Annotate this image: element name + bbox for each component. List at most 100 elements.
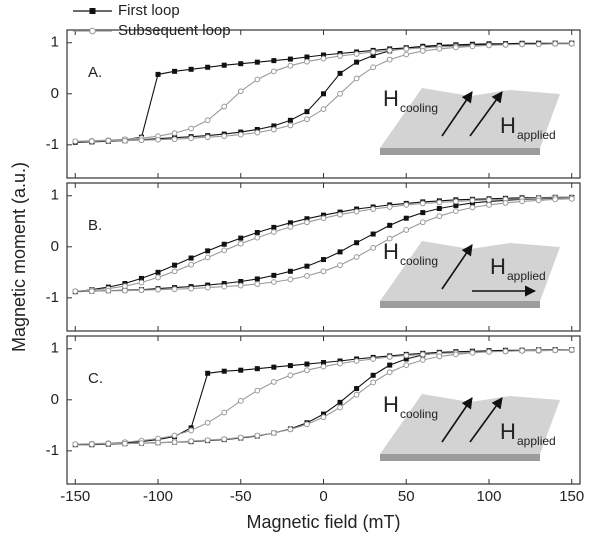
point	[188, 427, 195, 434]
point	[452, 208, 459, 214]
point	[486, 202, 492, 208]
x-tick-label: -100	[143, 488, 173, 505]
point	[138, 440, 145, 447]
point	[469, 197, 476, 204]
point	[403, 362, 410, 368]
point	[403, 352, 410, 359]
point	[568, 195, 575, 202]
point	[453, 202, 459, 208]
point	[171, 439, 178, 446]
legend-marker	[89, 27, 96, 35]
point	[370, 356, 377, 362]
point	[320, 268, 327, 275]
point	[221, 409, 228, 416]
point	[155, 269, 161, 275]
point	[304, 219, 310, 226]
point	[122, 440, 128, 447]
arrow	[441, 397, 473, 443]
point	[72, 138, 79, 145]
y-tick-label: -1	[46, 136, 59, 153]
point	[469, 349, 476, 356]
point	[221, 133, 228, 140]
point	[420, 210, 426, 216]
point	[287, 223, 294, 230]
point	[552, 347, 559, 354]
point	[171, 130, 178, 136]
point	[221, 436, 228, 442]
point	[304, 361, 310, 367]
point	[188, 261, 195, 268]
annotation: H	[383, 86, 399, 111]
point	[238, 61, 244, 67]
point	[535, 347, 542, 354]
point	[105, 440, 112, 447]
point	[237, 131, 244, 138]
point	[254, 76, 261, 83]
point	[320, 215, 327, 222]
point	[370, 244, 377, 251]
point	[552, 40, 559, 47]
point	[370, 372, 376, 378]
annotation: cooling	[400, 407, 438, 421]
point	[254, 59, 260, 65]
point	[138, 279, 145, 286]
point	[188, 125, 195, 132]
panel-label: A.	[88, 64, 102, 81]
point	[419, 200, 426, 207]
point	[452, 198, 459, 205]
point	[171, 286, 178, 293]
inset-plate	[380, 394, 560, 454]
point	[370, 49, 377, 55]
inset-edge	[380, 148, 540, 155]
point	[320, 55, 327, 62]
point	[287, 117, 293, 123]
point	[535, 41, 542, 48]
point	[204, 117, 211, 124]
annotation: H	[383, 239, 399, 264]
point	[436, 213, 443, 220]
point	[519, 347, 525, 354]
annotation: applied	[517, 434, 556, 448]
point	[254, 432, 261, 439]
point	[188, 438, 195, 445]
point	[188, 255, 194, 261]
point	[337, 90, 343, 97]
point	[403, 51, 410, 58]
point	[568, 346, 575, 353]
point	[337, 70, 343, 76]
point	[237, 282, 244, 289]
y-tick-label: 0	[51, 391, 59, 408]
point	[469, 43, 476, 50]
point	[271, 224, 277, 230]
annotation: H	[500, 419, 516, 444]
point	[138, 137, 145, 144]
point	[237, 240, 244, 247]
y-tick-label: -1	[46, 289, 59, 306]
point	[237, 434, 244, 441]
y-tick-label: -1	[46, 442, 59, 459]
point	[204, 134, 211, 141]
point	[354, 59, 360, 65]
x-tick-label: -50	[230, 488, 252, 505]
point	[403, 215, 409, 221]
point	[419, 351, 426, 358]
point	[287, 122, 294, 129]
point	[171, 268, 178, 275]
point	[221, 368, 227, 374]
point	[221, 62, 227, 68]
point	[88, 441, 95, 448]
point	[122, 287, 128, 294]
point	[452, 351, 459, 358]
point	[72, 441, 79, 448]
annotation: cooling	[400, 254, 438, 268]
point	[205, 248, 211, 254]
y-tick-label: 1	[51, 340, 59, 357]
point	[287, 62, 294, 69]
point	[287, 220, 293, 226]
point	[237, 88, 244, 95]
point	[337, 404, 343, 411]
point	[370, 64, 377, 71]
point	[436, 353, 443, 360]
